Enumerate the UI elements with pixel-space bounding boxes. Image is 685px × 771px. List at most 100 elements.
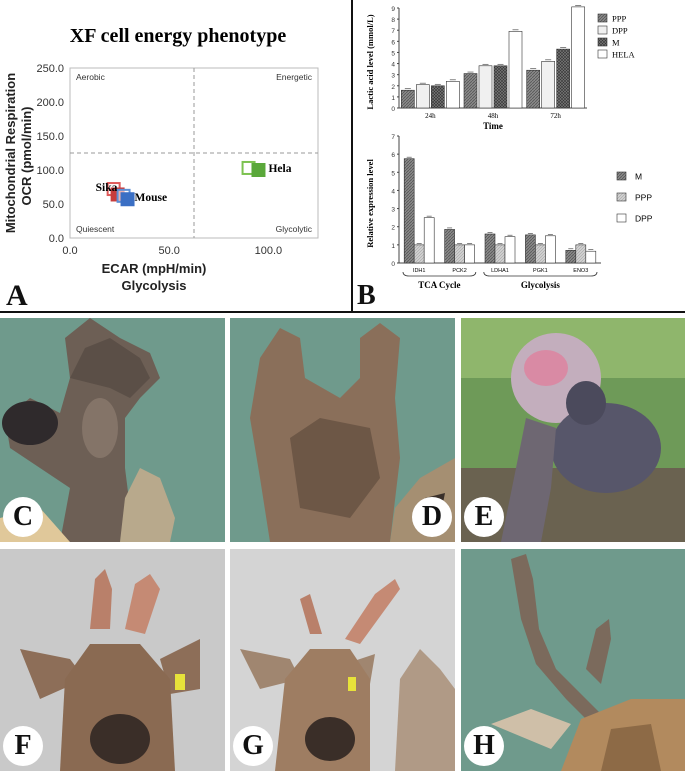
group-bracket-glycolysis: [483, 271, 598, 277]
bar: [494, 244, 506, 264]
bar: [526, 69, 540, 109]
legend-label: M: [612, 38, 620, 48]
legend-label: PPP: [635, 193, 652, 203]
bar: [401, 89, 415, 109]
bar: [508, 31, 523, 109]
x-tick-label: PGK1: [533, 268, 548, 274]
group-bracket-tca: [402, 271, 477, 277]
data-point: [251, 163, 266, 177]
y-tick-label: 6: [391, 152, 395, 159]
y-tick-label: 50.0: [43, 199, 64, 211]
legend-label: DPP: [635, 214, 653, 224]
bar: [416, 84, 430, 109]
quadrant-label-energetic: Energetic: [276, 72, 313, 82]
bar: [541, 61, 555, 109]
legend-swatch: [616, 192, 627, 202]
vertical-divider: [351, 0, 353, 312]
bar: [493, 65, 508, 109]
bar: [413, 244, 425, 264]
lactic-acid-chart: 0 1 2 3 4 5 6 7 8 9 24h 48h 72h Time Lactic acid level…: [365, 5, 636, 130]
point-label-sika: Sika: [96, 182, 118, 194]
legend-label: HELA: [612, 50, 636, 60]
legend-swatch: [597, 49, 608, 59]
relative-expression-chart: 0 1 2 3 4 5 6 7 IDH1 PCK2 LDHA1 PGK1 ENO3 TCA Cycle Gl…: [357, 134, 653, 308]
bar: [444, 229, 455, 264]
panel-letter-e: E: [464, 497, 504, 537]
bar: [525, 234, 536, 264]
quadrant-label-glycolytic: Glycolytic: [276, 224, 313, 234]
y-axis-label-line2: OCR (pmol/min): [19, 107, 34, 206]
x-tick-label: 24h: [425, 112, 436, 120]
y-axis-label: Lactic acid level (mmol/L): [365, 14, 375, 109]
legend-label: M: [635, 172, 642, 182]
legend-label: PPP: [612, 14, 626, 24]
y-axis-label: Relative expression level: [365, 159, 375, 248]
sika-deer-image: [20, 569, 200, 771]
y-axis-label-line1: Mitochondrial Respiration: [3, 73, 18, 233]
y-tick-label: 2: [391, 84, 395, 91]
x-axis-label-line1: ECAR (mpH/min): [102, 261, 207, 276]
bar: [423, 217, 435, 264]
panel-a: XF cell energy phenotype 0.0 50.0 100.0 150.…: [0, 0, 345, 310]
quadrant-label-aerobic: Aerobic: [76, 72, 106, 82]
panel-letter-g: G: [233, 726, 273, 766]
energy-phenotype-chart: XF cell energy phenotype 0.0 50.0 100.0 150.…: [3, 25, 319, 310]
x-tick-label: PCK2: [452, 268, 466, 274]
photo-f: F: [0, 549, 225, 771]
panel-letter-h: H: [464, 726, 504, 766]
photo-e: E: [461, 318, 685, 542]
x-tick-label: 48h: [488, 112, 499, 120]
bar: [446, 81, 460, 109]
x-tick-label: LDHA1: [491, 268, 509, 274]
x-axis-label-line2: Glycolysis: [121, 278, 186, 293]
group-label-tca: TCA Cycle: [418, 280, 460, 290]
panel-letter-c: C: [3, 497, 43, 537]
bar: [484, 233, 496, 264]
legend-label: DPP: [612, 26, 628, 36]
chart-title: XF cell energy phenotype: [70, 25, 287, 47]
panel-letter-a: A: [6, 279, 28, 310]
y-tick-label: 4: [391, 188, 395, 195]
quadrant-label-quiescent: Quiescent: [76, 224, 115, 234]
point-label-mouse: Mouse: [135, 192, 168, 204]
photo-d: D: [230, 318, 455, 542]
y-tick-label: 8: [391, 17, 395, 24]
panel-letter-f: F: [3, 726, 43, 766]
y-tick-label: 250.0: [36, 63, 64, 75]
group-label-glycolysis: Glycolysis: [521, 280, 560, 290]
y-tick-label: 7: [391, 28, 395, 35]
y-tick-label: 0.0: [49, 233, 64, 245]
y-tick-label: 5: [391, 50, 395, 57]
y-tick-label: 3: [391, 207, 395, 214]
y-tick-label: 0: [391, 261, 395, 268]
y-tick-label: 1: [391, 95, 395, 102]
bar: [545, 235, 556, 264]
y-tick-label: 100.0: [36, 165, 64, 177]
x-tick-label: 0.0: [62, 245, 77, 257]
legend-swatch: [597, 13, 608, 23]
x-tick-label: ENO3: [573, 268, 588, 274]
y-tick-label: 200.0: [36, 97, 64, 109]
horizontal-divider: [0, 311, 685, 313]
bar: [464, 244, 475, 264]
bar: [575, 244, 587, 264]
y-tick-label: 2: [391, 225, 395, 232]
photo-h: H: [461, 549, 685, 771]
antler-mass-image: [250, 323, 455, 542]
panel-letter-b: B: [357, 280, 376, 308]
y-tick-label: 0: [391, 106, 395, 113]
panel-b: 0 1 2 3 4 5 6 7 8 9 24h 48h 72h Time Lactic acid level…: [355, 0, 685, 311]
y-tick-label: 7: [391, 134, 395, 141]
bar: [478, 65, 493, 109]
bar: [535, 244, 546, 264]
bar: [431, 85, 445, 109]
photo-g: G: [230, 549, 455, 771]
y-tick-label: 9: [391, 6, 395, 13]
y-tick-label: 3: [391, 73, 395, 80]
x-tick-label: 50.0: [158, 245, 179, 257]
y-tick-label: 1: [391, 243, 395, 250]
bar: [571, 6, 585, 109]
sika-deer-image: [240, 579, 455, 771]
bar: [585, 250, 597, 264]
bar: [565, 250, 577, 264]
